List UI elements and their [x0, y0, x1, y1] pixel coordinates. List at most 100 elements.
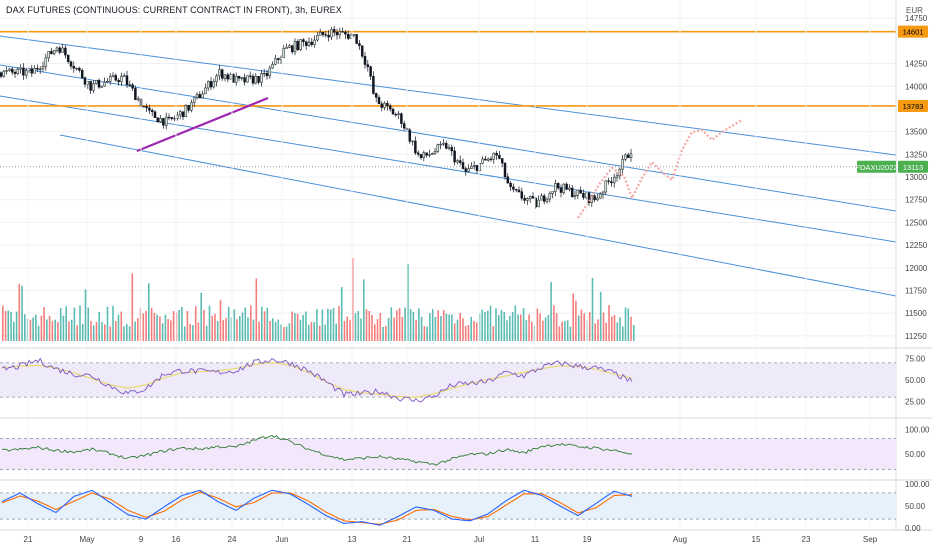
y-tick-label: 13000 [905, 173, 928, 182]
candle-body [220, 69, 224, 79]
volume-bar [194, 306, 197, 341]
candle-body [36, 68, 39, 70]
volume-bar [622, 326, 624, 341]
volume-bar [167, 319, 169, 341]
volume-bar [555, 313, 558, 341]
candle-body [296, 41, 300, 51]
y-tick-label: 25.00 [905, 397, 926, 406]
candle-body [167, 116, 171, 119]
volume-bar [161, 323, 164, 341]
volume-bar [43, 307, 45, 341]
volume-bar [252, 319, 255, 341]
symbol-badge: FDAXU2022 [855, 160, 898, 173]
volume-bar [2, 305, 4, 341]
volume-bar [40, 315, 43, 341]
candle-body [509, 182, 512, 188]
candle-body [472, 165, 476, 167]
candle-body [134, 88, 137, 101]
volume-bar [429, 313, 431, 341]
volume-bar [624, 307, 627, 341]
volume-bar [547, 315, 550, 341]
volume-bar [409, 309, 412, 341]
candle-body [103, 81, 106, 87]
volume-bar [434, 316, 437, 341]
volume-bar [575, 300, 577, 341]
candle-body [201, 93, 204, 99]
candle-body [170, 117, 174, 119]
candle-body [324, 34, 328, 36]
volume-bar [285, 326, 288, 341]
volume-bar [258, 321, 260, 341]
volume-bar [451, 314, 453, 341]
volume-bar [536, 308, 539, 341]
candle-body [80, 70, 84, 79]
candle-body [512, 186, 515, 190]
candle-body [523, 197, 526, 201]
candle-body [262, 72, 266, 75]
candle-body [75, 67, 78, 70]
volume-bar [95, 321, 98, 341]
volume-bar [492, 326, 495, 341]
candle-body [288, 45, 291, 48]
volume-bar [219, 299, 222, 341]
candle-body [607, 180, 610, 182]
volume-bar [87, 307, 89, 341]
candle-body [402, 123, 406, 129]
volume-bar [509, 315, 511, 341]
candle-body [380, 103, 384, 108]
volume-bar [48, 315, 51, 341]
candle-body [257, 76, 260, 83]
candle-body [470, 166, 473, 169]
volume-bar [142, 313, 145, 341]
candle-body [176, 114, 179, 119]
volume-bar [426, 326, 428, 341]
candle-body [498, 155, 501, 159]
candle-body [156, 117, 160, 123]
volume-bar [255, 278, 258, 341]
volume-bar [46, 319, 48, 341]
volume-bar [495, 308, 497, 341]
volume-bar [181, 307, 183, 341]
y-tick-label: 75.00 [905, 355, 926, 364]
volume-bar [316, 309, 318, 341]
candle-body [276, 58, 280, 60]
volume-bar [329, 309, 332, 341]
candle-body [475, 165, 479, 171]
volume-bar [522, 308, 525, 341]
volume-bar [307, 324, 310, 341]
volume-bar [385, 326, 387, 341]
volume-bar [134, 321, 136, 341]
candle-body [458, 160, 462, 163]
candle-body [596, 197, 599, 201]
candle-body [271, 64, 274, 69]
candle-body [526, 198, 529, 201]
candle-body [316, 35, 319, 41]
candle-body [274, 58, 277, 65]
volume-bar [611, 316, 613, 341]
candle-body [447, 147, 451, 149]
volume-bar [10, 311, 12, 341]
rising-trendline [136, 96, 269, 153]
candle-body [64, 47, 67, 56]
candle-body [100, 85, 104, 88]
candle-body [282, 48, 286, 58]
volume-bar [313, 322, 315, 341]
volume-bar [368, 311, 371, 341]
volume-bar [227, 306, 230, 341]
volume-bar [51, 320, 54, 341]
x-tick-label: 23 [802, 535, 811, 544]
volume-bar [423, 326, 426, 341]
candle-body [117, 80, 120, 83]
volume-bar [498, 315, 500, 341]
candle-body [388, 105, 392, 110]
candle-body [304, 41, 308, 46]
candle-body [500, 158, 504, 164]
candle-body [411, 140, 414, 143]
volume-bar [351, 258, 354, 341]
candle-body [453, 150, 456, 163]
volume-bar [250, 305, 252, 341]
candle-body [576, 189, 580, 196]
candle-body [352, 34, 356, 36]
